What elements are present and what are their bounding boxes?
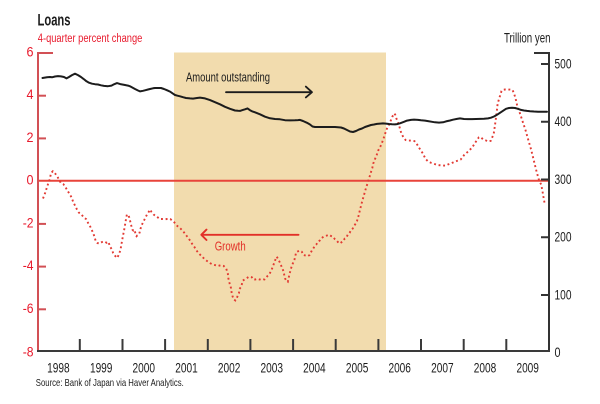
svg-text:300: 300	[555, 172, 572, 187]
svg-text:Source: Bank of Japan via Have: Source: Bank of Japan via Haver Analytic…	[36, 377, 184, 389]
svg-text:1999: 1999	[90, 360, 113, 375]
svg-text:Trillion yen: Trillion yen	[504, 31, 551, 46]
svg-text:2003: 2003	[261, 360, 284, 375]
svg-text:0: 0	[27, 173, 34, 188]
svg-text:500: 500	[555, 56, 572, 71]
svg-text:Amount outstanding: Amount outstanding	[186, 70, 270, 84]
svg-text:-2: -2	[23, 215, 34, 230]
svg-text:2006: 2006	[388, 360, 411, 375]
svg-text:Growth: Growth	[215, 239, 246, 254]
svg-text:2002: 2002	[218, 360, 241, 375]
svg-text:400: 400	[555, 114, 572, 129]
svg-text:2: 2	[27, 130, 34, 145]
svg-text:Loans: Loans	[38, 11, 71, 29]
svg-text:100: 100	[555, 287, 572, 302]
svg-text:1998: 1998	[47, 360, 70, 375]
svg-text:2005: 2005	[346, 360, 369, 375]
svg-text:-4: -4	[23, 258, 34, 273]
svg-text:2000: 2000	[133, 360, 156, 375]
svg-text:2009: 2009	[516, 360, 539, 375]
svg-text:6: 6	[27, 45, 34, 60]
svg-text:200: 200	[555, 230, 572, 245]
svg-text:0: 0	[555, 345, 561, 360]
svg-text:-8: -8	[23, 345, 34, 360]
svg-text:4: 4	[27, 87, 34, 102]
svg-text:2007: 2007	[431, 360, 454, 375]
svg-text:-6: -6	[23, 301, 34, 316]
svg-text:2001: 2001	[175, 360, 198, 375]
svg-text:4-quarter percent change: 4-quarter percent change	[38, 33, 143, 45]
svg-text:2004: 2004	[303, 360, 326, 375]
svg-text:2008: 2008	[474, 360, 497, 375]
